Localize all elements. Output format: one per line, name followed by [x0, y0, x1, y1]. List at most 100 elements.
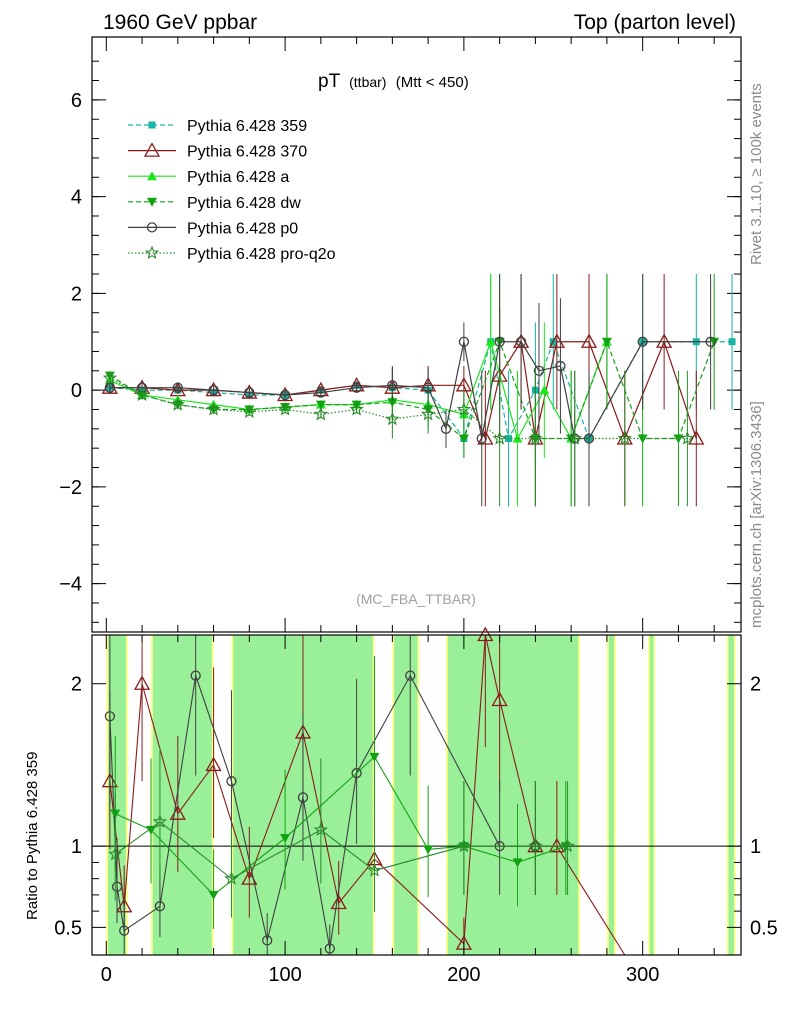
ratio-y-tick-label: 1 — [71, 836, 82, 858]
legend-marker — [144, 245, 160, 260]
mcplots-label: mcplots.cern.ch [arXiv:1306.3436] — [748, 401, 765, 628]
legend-entry-p0: Pythia 6.428 p0 — [128, 220, 298, 237]
ratio-point — [226, 776, 237, 787]
main-frame — [91, 36, 742, 633]
data-point — [102, 370, 118, 385]
ratio-point — [313, 822, 329, 837]
data-point — [680, 431, 695, 445]
main-y-tick-label: 4 — [71, 187, 82, 209]
data-point — [705, 336, 716, 347]
legend-entry-dw: Pythia 6.428 dw — [128, 195, 301, 212]
ratio-point — [512, 858, 523, 868]
plot-title-main: pT — [318, 71, 341, 92]
data-point — [528, 430, 543, 445]
ratio-point — [104, 711, 116, 722]
data-point — [637, 336, 648, 347]
data-point — [104, 382, 116, 393]
ratio-line — [114, 821, 568, 880]
legend-label: Pythia 6.428 p0 — [187, 220, 298, 237]
data-point — [244, 387, 255, 398]
data-point — [601, 337, 612, 347]
ratio-point — [208, 890, 219, 900]
ratio-series-proq2o — [108, 747, 575, 918]
ratio-ylabel: Ratio to Pythia 6.428 359 — [24, 752, 41, 920]
legend-entry-proq2o: Pythia 6.428 pro-q2o — [128, 245, 336, 263]
data-point — [515, 336, 527, 347]
data-point — [208, 384, 219, 396]
uncertainty-band-green — [447, 635, 579, 955]
header-left: 1960 GeV ppbar — [103, 11, 257, 34]
uncertainty-band-green — [394, 635, 418, 955]
main-y-tick-label: −2 — [59, 477, 82, 499]
legend-entry-p370: Pythia 6.428 370 — [128, 142, 307, 161]
series-p0 — [104, 274, 716, 507]
data-point — [494, 336, 505, 347]
data-point — [458, 434, 469, 444]
ratio-point — [152, 814, 168, 828]
ratio-point — [324, 943, 335, 954]
ratio-point — [108, 846, 123, 861]
series-line-proq2o — [109, 377, 688, 440]
data-point — [637, 434, 648, 444]
legend: Pythia 6.428 359 Pythia 6.428 370 Pythia 6… — [128, 118, 336, 263]
data-point — [172, 382, 183, 393]
data-point — [420, 406, 436, 421]
data-point — [555, 360, 566, 372]
x-tick-label: 300 — [626, 964, 659, 986]
data-point — [134, 387, 150, 402]
ratio-point — [262, 935, 273, 946]
data-point — [476, 433, 487, 444]
data-point — [492, 431, 507, 445]
x-tick-label: 100 — [268, 964, 301, 986]
data-point — [673, 434, 684, 444]
data-point — [728, 338, 736, 346]
x-tick-label: 200 — [447, 964, 480, 986]
ratio-point — [528, 838, 543, 853]
ratio-point — [330, 894, 347, 910]
data-point — [422, 382, 434, 393]
uncertainty-band-green — [728, 635, 734, 955]
data-point — [456, 401, 472, 416]
legend-marker — [146, 222, 158, 233]
analysis-watermark: (MC_FBA_TTBAR) — [356, 591, 476, 607]
data-point — [101, 379, 118, 394]
ratio-panel: 0.5 0.5 1 1 2 2 0 100 200 300 — [54, 626, 778, 986]
ratio-y-tick-label-right: 2 — [750, 674, 761, 696]
series-p370 — [101, 274, 705, 507]
data-point — [485, 336, 496, 346]
ratio-point — [477, 626, 494, 642]
legend-marker — [148, 121, 156, 129]
legend-label: Pythia 6.428 pro-q2o — [187, 246, 336, 263]
data-point — [242, 404, 257, 419]
legend-label: Pythia 6.428 a — [187, 169, 289, 186]
uncertainty-band-green — [608, 635, 615, 955]
ratio-point — [369, 752, 380, 762]
ratio-point — [111, 881, 123, 892]
main-y-tick-label: −4 — [59, 574, 82, 596]
ratio-y-tick-label: 2 — [71, 674, 82, 696]
data-point — [277, 401, 293, 416]
legend-marker — [147, 171, 157, 181]
data-point — [539, 385, 550, 395]
plot-title: pT (ttbar) (Mtt < 450) — [318, 71, 469, 92]
data-point — [458, 336, 470, 347]
data-point — [709, 337, 720, 347]
data-point — [512, 433, 523, 443]
data-point — [206, 402, 221, 416]
legend-label: Pythia 6.428 359 — [187, 118, 307, 135]
data-point — [656, 333, 673, 348]
legend-entry-a: Pythia 6.428 a — [128, 169, 289, 186]
ratio-y-tick-label-right: 0.5 — [750, 917, 778, 939]
data-point — [315, 400, 326, 410]
ratio-point — [560, 838, 575, 853]
legend-entry-p359: Pythia 6.428 359 — [128, 118, 307, 135]
data-point — [580, 333, 598, 348]
data-point — [617, 430, 632, 445]
legend-label: Pythia 6.428 370 — [187, 144, 307, 161]
data-point — [387, 380, 398, 391]
data-point — [170, 397, 185, 411]
data-point — [349, 401, 364, 416]
rivet-label: Rivet 3.1.10, ≥ 100k events — [748, 83, 765, 265]
uncertainty-band-green — [152, 635, 212, 955]
